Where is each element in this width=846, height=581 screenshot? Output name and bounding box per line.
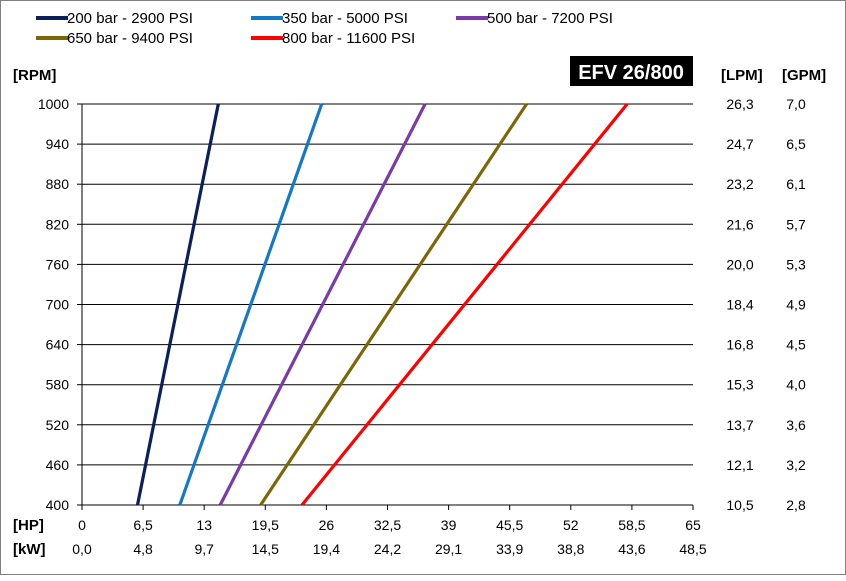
legend-label: 800 bar - 11600 PSI <box>282 30 415 47</box>
lpm-axis-label: [LPM] <box>721 67 763 84</box>
legend: 200 bar - 2900 PSI 350 bar - 5000 PSI 500 … <box>36 10 613 47</box>
gpm-tick-label: 3,2 <box>786 457 806 473</box>
kw-tick-label: 24,2 <box>374 541 401 557</box>
gpm-tick-label: 4,5 <box>786 337 806 353</box>
kw-axis-label: [kW] <box>13 541 46 558</box>
series-line <box>178 103 324 506</box>
y-tick-label: 1000 <box>38 96 69 112</box>
y-tick-label: 700 <box>46 297 70 313</box>
hp-axis-label: [HP] <box>13 517 44 534</box>
gpm-tick-label: 6,5 <box>786 136 806 152</box>
gridlines <box>82 103 693 506</box>
hp-tick-label: 52 <box>563 517 579 533</box>
kw-tick-label: 33,9 <box>496 541 523 557</box>
y-axis-label: [RPM] <box>13 67 56 84</box>
gpm-tick-label: 7,0 <box>786 96 806 112</box>
y-tick-label: 820 <box>46 216 70 232</box>
series-lines <box>135 102 629 507</box>
kw-tick-label: 14,5 <box>252 541 279 557</box>
lpm-tick-label: 13,7 <box>726 417 753 433</box>
hp-tick-label: 39 <box>441 517 457 533</box>
kw-tick-label: 48,5 <box>679 541 706 557</box>
kw-tick-label: 29,1 <box>435 541 462 557</box>
lpm-tick-label: 26,3 <box>726 96 753 112</box>
gpm-tick-label: 3,6 <box>786 417 806 433</box>
lpm-tick-label: 21,6 <box>726 216 753 232</box>
y-tick-label: 760 <box>46 256 70 272</box>
y-tick-label: 880 <box>46 176 70 192</box>
model-badge-text: EFV 26/800 <box>578 62 684 84</box>
gpm-tick-label: 2,8 <box>786 497 806 513</box>
lpm-tick-label: 18,4 <box>726 297 753 313</box>
hp-tick-label: 45,5 <box>496 517 523 533</box>
series-line <box>259 103 528 506</box>
gpm-tick-label: 4,0 <box>786 377 806 393</box>
model-badge: EFV 26/800 <box>570 56 693 86</box>
lpm-tick-label: 23,2 <box>726 176 753 192</box>
kw-tick-label: 4,8 <box>133 541 153 557</box>
lpm-tick-label: 16,8 <box>726 337 753 353</box>
series-line <box>218 103 427 506</box>
lpm-tick-label: 15,3 <box>726 377 753 393</box>
lpm-tick-label: 10,5 <box>726 497 753 513</box>
hp-tick-label: 65 <box>685 517 701 533</box>
series-line <box>300 102 629 507</box>
hp-tick-label: 58,5 <box>618 517 645 533</box>
legend-label: 650 bar - 9400 PSI <box>67 30 193 47</box>
hp-tick-label: 32,5 <box>374 517 401 533</box>
y-tick-label: 640 <box>46 337 70 353</box>
lpm-tick-label: 20,0 <box>726 256 753 272</box>
kw-tick-label: 38,8 <box>557 541 584 557</box>
gpm-axis-label: [GPM] <box>782 67 826 84</box>
legend-label: 200 bar - 2900 PSI <box>67 10 193 27</box>
gpm-tick-label: 4,9 <box>786 297 806 313</box>
kw-tick-label: 19,4 <box>313 541 340 557</box>
model-badge-box <box>570 56 693 86</box>
y-tick-label: 400 <box>46 497 70 513</box>
legend-label: 500 bar - 7200 PSI <box>487 10 613 27</box>
hp-tick-label: 6,5 <box>133 517 153 533</box>
gpm-tick-label: 6,1 <box>786 176 806 192</box>
y-tick-label: 520 <box>46 417 70 433</box>
legend-label: 350 bar - 5000 PSI <box>282 10 408 27</box>
series-line <box>135 103 220 506</box>
hp-tick-label: 0 <box>78 517 86 533</box>
kw-tick-label: 43,6 <box>618 541 645 557</box>
y-tick-label: 460 <box>46 457 70 473</box>
kw-tick-label: 0,0 <box>72 541 92 557</box>
hp-tick-label: 19,5 <box>252 517 279 533</box>
gpm-tick-label: 5,3 <box>786 256 806 272</box>
hp-tick-label: 26 <box>319 517 335 533</box>
gpm-tick-label: 5,7 <box>786 216 806 232</box>
lpm-tick-label: 24,7 <box>726 136 753 152</box>
y-tick-label: 940 <box>46 136 70 152</box>
kw-tick-label: 9,7 <box>194 541 214 557</box>
lpm-tick-label: 12,1 <box>726 457 753 473</box>
hp-tick-label: 13 <box>196 517 212 533</box>
y-tick-label: 580 <box>46 377 70 393</box>
